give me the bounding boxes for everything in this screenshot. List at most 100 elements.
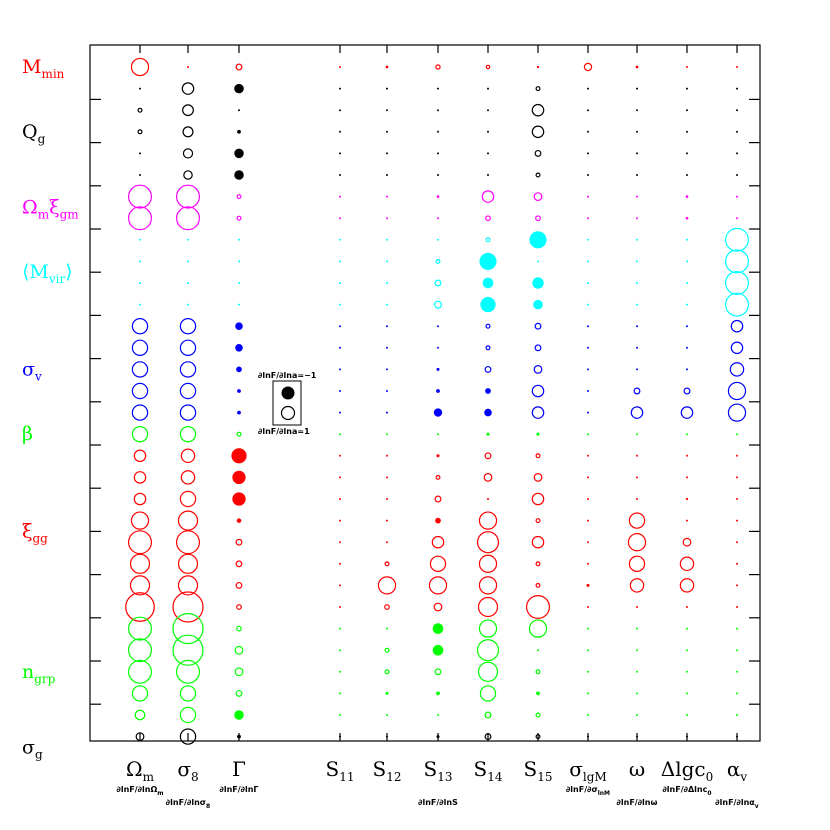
bubble-r17-sig bbox=[587, 433, 589, 436]
bubble-r17-S15 bbox=[536, 432, 540, 436]
bubble-r28-om bbox=[636, 670, 638, 673]
bubble-r17-om bbox=[636, 433, 638, 436]
bubble-r13-Om bbox=[131, 339, 149, 356]
bubble-r5-S13 bbox=[437, 174, 439, 176]
bubble-r31-S13 bbox=[436, 735, 440, 739]
bubble-r27-dlc bbox=[686, 649, 688, 652]
bubble-r11-S12 bbox=[386, 303, 388, 306]
bubble-r8-dlc bbox=[686, 238, 688, 241]
row-label-5: β bbox=[22, 423, 33, 445]
bubble-r1-G bbox=[234, 83, 244, 94]
bubble-r3-S13 bbox=[437, 130, 439, 133]
bubble-r28-S11 bbox=[339, 670, 341, 673]
bubble-r16-S14 bbox=[484, 408, 492, 417]
bubble-r18-sig bbox=[587, 454, 589, 457]
bubble-r18-av bbox=[736, 454, 738, 457]
bubble-r0-G bbox=[235, 63, 243, 71]
bubble-r29-S13 bbox=[436, 691, 440, 696]
bubble-r16-s8 bbox=[179, 404, 197, 421]
bubble-r16-dlc bbox=[680, 406, 694, 419]
bubble-r7-G bbox=[236, 215, 242, 221]
bubble-r11-G bbox=[238, 303, 240, 306]
bubble-r4-s8 bbox=[182, 148, 194, 159]
col-label-om: ω bbox=[629, 757, 645, 781]
bubble-r10-Om bbox=[139, 282, 141, 284]
bubble-r5-om bbox=[636, 174, 638, 176]
bubble-r8-Om bbox=[139, 238, 141, 241]
bubble-r11-Om bbox=[139, 303, 141, 306]
bubble-r20-s8 bbox=[179, 490, 197, 508]
bubble-r1-S14 bbox=[487, 87, 489, 90]
bubble-r16-om bbox=[630, 406, 644, 419]
bubble-r14-S14 bbox=[484, 365, 492, 373]
bubble-r0-S15 bbox=[536, 65, 540, 69]
bubble-r29-S15 bbox=[536, 691, 540, 696]
bubble-r14-av bbox=[729, 362, 745, 377]
bubble-r29-s8 bbox=[179, 685, 197, 702]
bubble-r3-S14 bbox=[487, 130, 489, 133]
row-label-3: ⟨Mvir⟩ bbox=[22, 261, 73, 286]
bubble-r3-S15 bbox=[531, 125, 545, 139]
bubble-r23-sig bbox=[587, 562, 589, 565]
bubble-r2-av bbox=[736, 109, 738, 112]
bubble-r2-G bbox=[238, 109, 240, 112]
bubble-r25-Om bbox=[125, 592, 155, 622]
bubble-r6-S15 bbox=[533, 192, 543, 202]
bubble-r19-S15 bbox=[533, 473, 543, 482]
bubble-r5-dlc bbox=[686, 174, 688, 176]
bubble-r8-om bbox=[636, 238, 638, 241]
bubble-r21-S14 bbox=[478, 511, 498, 530]
bubble-r11-S11 bbox=[339, 303, 341, 306]
col-label-S13: S13 bbox=[424, 757, 453, 784]
bubble-r17-S13 bbox=[437, 433, 439, 436]
bubble-r19-sig bbox=[587, 476, 589, 479]
bubble-r7-om bbox=[636, 217, 638, 220]
bubble-r6-G bbox=[236, 194, 242, 200]
bubble-r13-dlc bbox=[686, 346, 688, 349]
bubble-r27-om bbox=[636, 649, 638, 652]
legend-open-marker bbox=[280, 405, 296, 421]
bubble-r26-sig bbox=[587, 627, 589, 630]
row-label-0: Mmin bbox=[22, 56, 65, 81]
bubble-r29-av bbox=[736, 692, 738, 695]
bubble-r6-s8 bbox=[176, 184, 201, 209]
bubble-r12-av bbox=[730, 319, 744, 333]
bubble-r15-S11 bbox=[339, 390, 341, 392]
bubble-r12-S12 bbox=[386, 325, 388, 328]
bubble-r11-av bbox=[724, 292, 749, 317]
col-deriv-om: ∂lnF/∂lnω bbox=[617, 798, 658, 807]
bubble-r0-S14 bbox=[485, 64, 491, 70]
bubble-r24-om bbox=[629, 578, 645, 593]
bubble-r22-S15 bbox=[531, 535, 545, 549]
bubble-r27-Om bbox=[128, 638, 153, 663]
bubble-r5-S15 bbox=[535, 172, 541, 178]
col-label-Om: Ωm bbox=[126, 757, 155, 784]
bubble-r24-dlc bbox=[679, 578, 695, 593]
bubble-r31-s8 bbox=[179, 728, 197, 745]
bubble-r0-Om bbox=[130, 57, 150, 77]
bubble-r23-dlc bbox=[679, 556, 695, 572]
bubble-r17-s8 bbox=[179, 426, 197, 443]
bubble-r17-av bbox=[736, 433, 738, 436]
bubble-r25-sig bbox=[587, 606, 589, 608]
bubble-r23-S13 bbox=[429, 555, 447, 573]
bubble-r27-S13 bbox=[432, 644, 444, 656]
bubble-r5-S12 bbox=[386, 174, 388, 176]
bubble-r22-sig bbox=[587, 541, 589, 544]
bubble-r26-s8 bbox=[172, 612, 204, 645]
bubble-r18-S13 bbox=[436, 454, 440, 458]
bubble-r0-dlc bbox=[686, 66, 688, 68]
bubble-r31-S15 bbox=[535, 734, 541, 740]
bubble-r25-dlc bbox=[686, 606, 688, 608]
bubble-r18-dlc bbox=[686, 454, 688, 457]
bubble-r16-S15 bbox=[531, 406, 545, 419]
bubble-r13-G bbox=[235, 344, 243, 352]
bubble-r7-S13 bbox=[437, 217, 439, 220]
bubble-r30-S12 bbox=[386, 714, 388, 716]
row-label-6: ξgg bbox=[22, 520, 48, 545]
bubble-r8-S14 bbox=[485, 237, 491, 243]
bubble-r16-av bbox=[727, 403, 747, 422]
bubble-r16-S11 bbox=[339, 411, 341, 414]
bubble-r12-S11 bbox=[339, 325, 341, 328]
bubble-r28-S13 bbox=[434, 668, 442, 676]
